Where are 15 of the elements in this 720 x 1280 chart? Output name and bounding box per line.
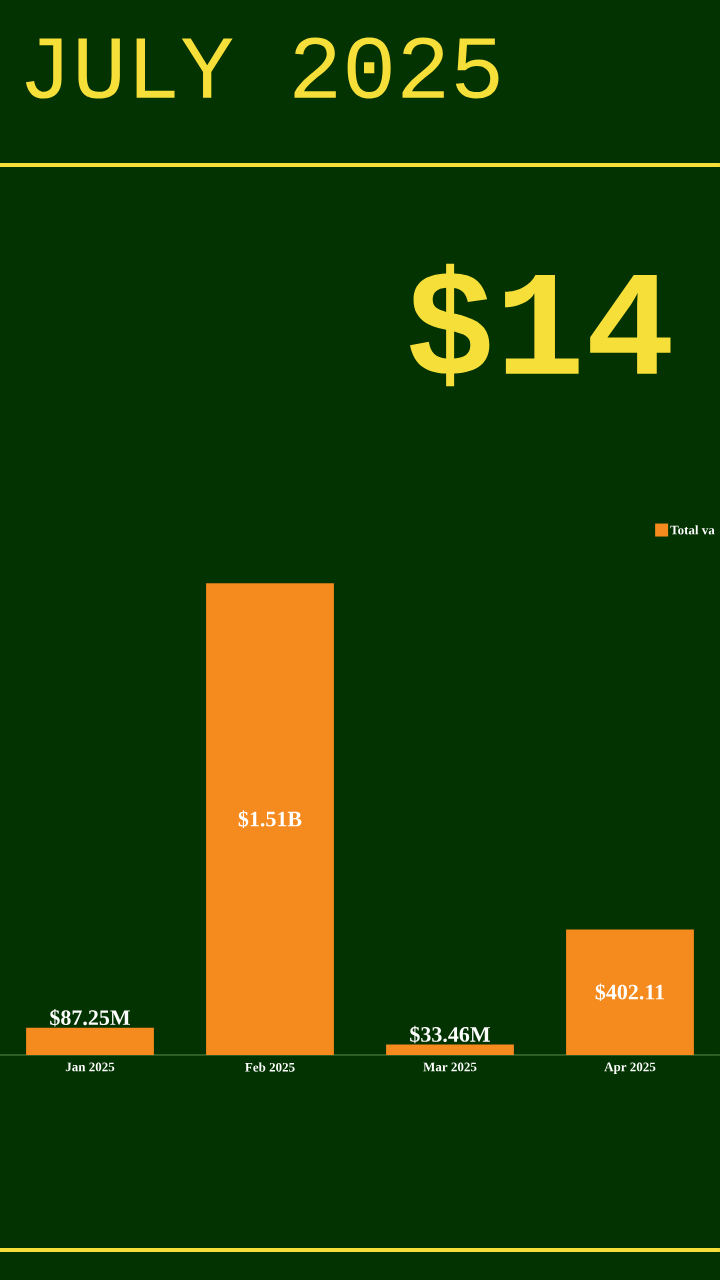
chart-subtitle: $14 [410,263,671,387]
text: $87.25M [50,1008,130,1027]
x-tick-label: Apr 2025 [604,1062,656,1074]
legend-label: Total va [670,525,715,535]
chart-title: JULY 2025 [25,37,499,99]
x-tick-label: Jan 2025 [65,1062,115,1072]
bar [386,1044,514,1055]
bar [26,1027,154,1055]
text: $402.11 [595,983,664,1001]
bar [206,583,334,1055]
bar [566,929,694,1055]
text: $1.51B [238,810,302,828]
x-tick-label: Feb 2025 [245,1062,295,1072]
x-tick-label: Mar 2025 [423,1062,477,1072]
text: $33.46M [410,1025,490,1044]
